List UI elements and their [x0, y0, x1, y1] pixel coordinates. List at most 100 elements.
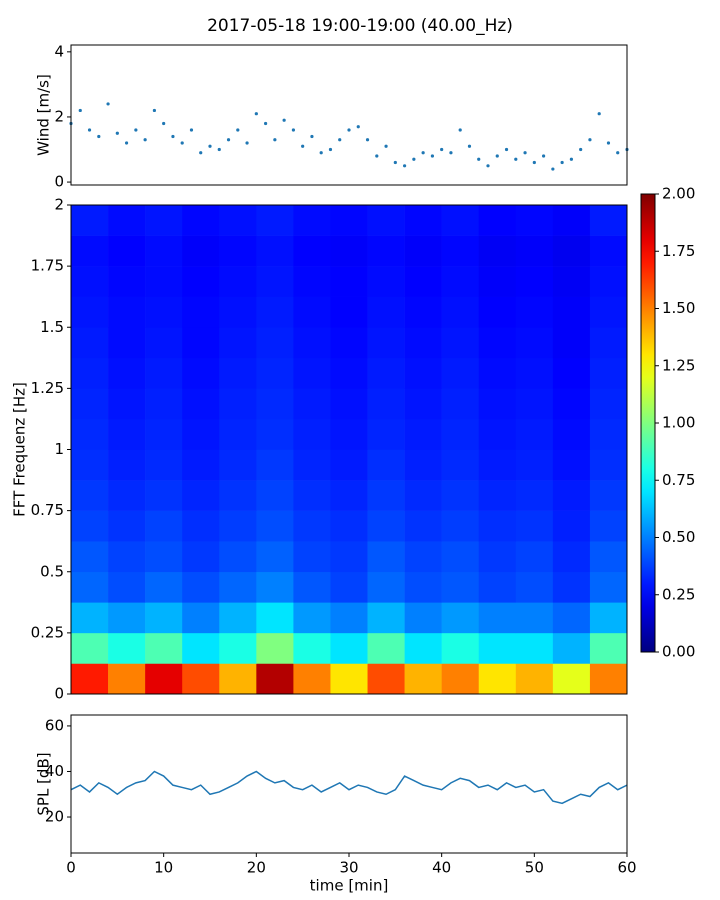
heat-cell [367, 571, 405, 603]
heat-cell [404, 632, 442, 664]
heat-cell [515, 602, 554, 634]
wind-point [254, 112, 258, 116]
wind-point [217, 147, 221, 152]
heat-cell [219, 632, 257, 664]
wind-point [162, 121, 166, 126]
heat-cell [256, 296, 294, 328]
heat-cell [71, 235, 109, 267]
heat-cell [145, 327, 183, 359]
heat-cell [145, 296, 183, 328]
heat-cell [367, 205, 405, 236]
heat-cell [145, 602, 183, 634]
wind-point [551, 167, 555, 171]
heat-cell [293, 602, 331, 634]
heat-cell [515, 235, 554, 267]
wind-point [356, 125, 360, 129]
heat-cell [552, 663, 591, 695]
heat-cell [145, 510, 183, 542]
heat-cell [330, 357, 368, 389]
heat-cell [293, 480, 331, 511]
heat-cell [182, 266, 220, 297]
heat-cell [441, 205, 480, 236]
heat-cell [71, 480, 109, 511]
heat-cell [108, 480, 146, 511]
heat-cell [552, 327, 591, 359]
heat-cell [478, 296, 517, 328]
colorbar-tick-label: 1.75 [662, 242, 695, 260]
heat-cell [478, 510, 517, 542]
heat-cell [71, 571, 109, 603]
heat-cell [182, 541, 220, 573]
y-tick-label: 1.5 [40, 318, 64, 336]
axes-frame [70, 44, 628, 186]
heat-cell [219, 235, 257, 267]
y-axis-label: Wind [m/s] [35, 74, 53, 156]
wind-point [569, 157, 574, 161]
heat-cell [478, 571, 517, 603]
colorbar-tick-label: 0.25 [662, 585, 695, 603]
heat-cell [330, 602, 368, 634]
heat-cell [256, 510, 294, 542]
heat-cell [404, 571, 442, 603]
wind-point [365, 138, 370, 142]
heat-cell [293, 327, 331, 359]
heat-cell [589, 388, 628, 420]
wind-point [180, 141, 184, 145]
heat-cell [219, 480, 257, 511]
wind-point [291, 128, 295, 132]
heat-cell [404, 266, 442, 297]
heat-cell [71, 541, 109, 573]
y-tick-label: 40 [45, 762, 64, 780]
heat-cell [404, 205, 442, 236]
heat-cell [145, 388, 183, 420]
wind-point [97, 134, 101, 139]
heat-cell [441, 357, 480, 389]
heat-cell [404, 327, 442, 359]
heat-cell [182, 449, 220, 481]
wind-point [412, 157, 416, 161]
wind-point [143, 138, 147, 142]
heat-cell [108, 388, 146, 420]
heat-cell [404, 235, 442, 267]
heat-cell [71, 205, 109, 236]
heat-cell [182, 571, 220, 603]
heat-cell [219, 296, 257, 328]
heat-cell [404, 510, 442, 542]
y-tick-label: 0.5 [40, 562, 64, 580]
heat-cell [589, 357, 628, 389]
heat-cell [182, 418, 220, 450]
colorbar-tick-label: 1.25 [662, 356, 695, 374]
heat-cell [330, 480, 368, 511]
wind-point [393, 160, 397, 165]
heat-cell [441, 571, 480, 603]
heat-cell [108, 541, 146, 573]
wind-point [616, 151, 620, 155]
wind-point [273, 138, 277, 142]
heat-cell [256, 571, 294, 603]
heat-cell [589, 602, 628, 634]
heat-cell [367, 296, 405, 328]
heat-cell [182, 632, 220, 664]
heat-cell [182, 510, 220, 542]
heat-cell [145, 418, 183, 450]
heat-cell [256, 327, 294, 359]
wind-point [588, 138, 592, 142]
heat-cell [182, 205, 220, 236]
wind-point [245, 141, 249, 145]
heat-cell [330, 418, 368, 450]
wind-point [171, 134, 175, 139]
heat-cell [293, 357, 331, 389]
wind-point [375, 154, 379, 158]
heat-cell [330, 296, 368, 328]
x-tick-label: 50 [525, 859, 544, 877]
heat-cell [145, 541, 183, 573]
heat-cell [145, 571, 183, 603]
wind-point [226, 138, 231, 142]
wind-point [264, 121, 268, 126]
heat-cell [589, 632, 628, 664]
wind-point [495, 154, 499, 158]
heat-cell [589, 327, 628, 359]
heat-cell [256, 480, 294, 511]
heat-cell [552, 418, 591, 450]
heat-cell [108, 418, 146, 450]
